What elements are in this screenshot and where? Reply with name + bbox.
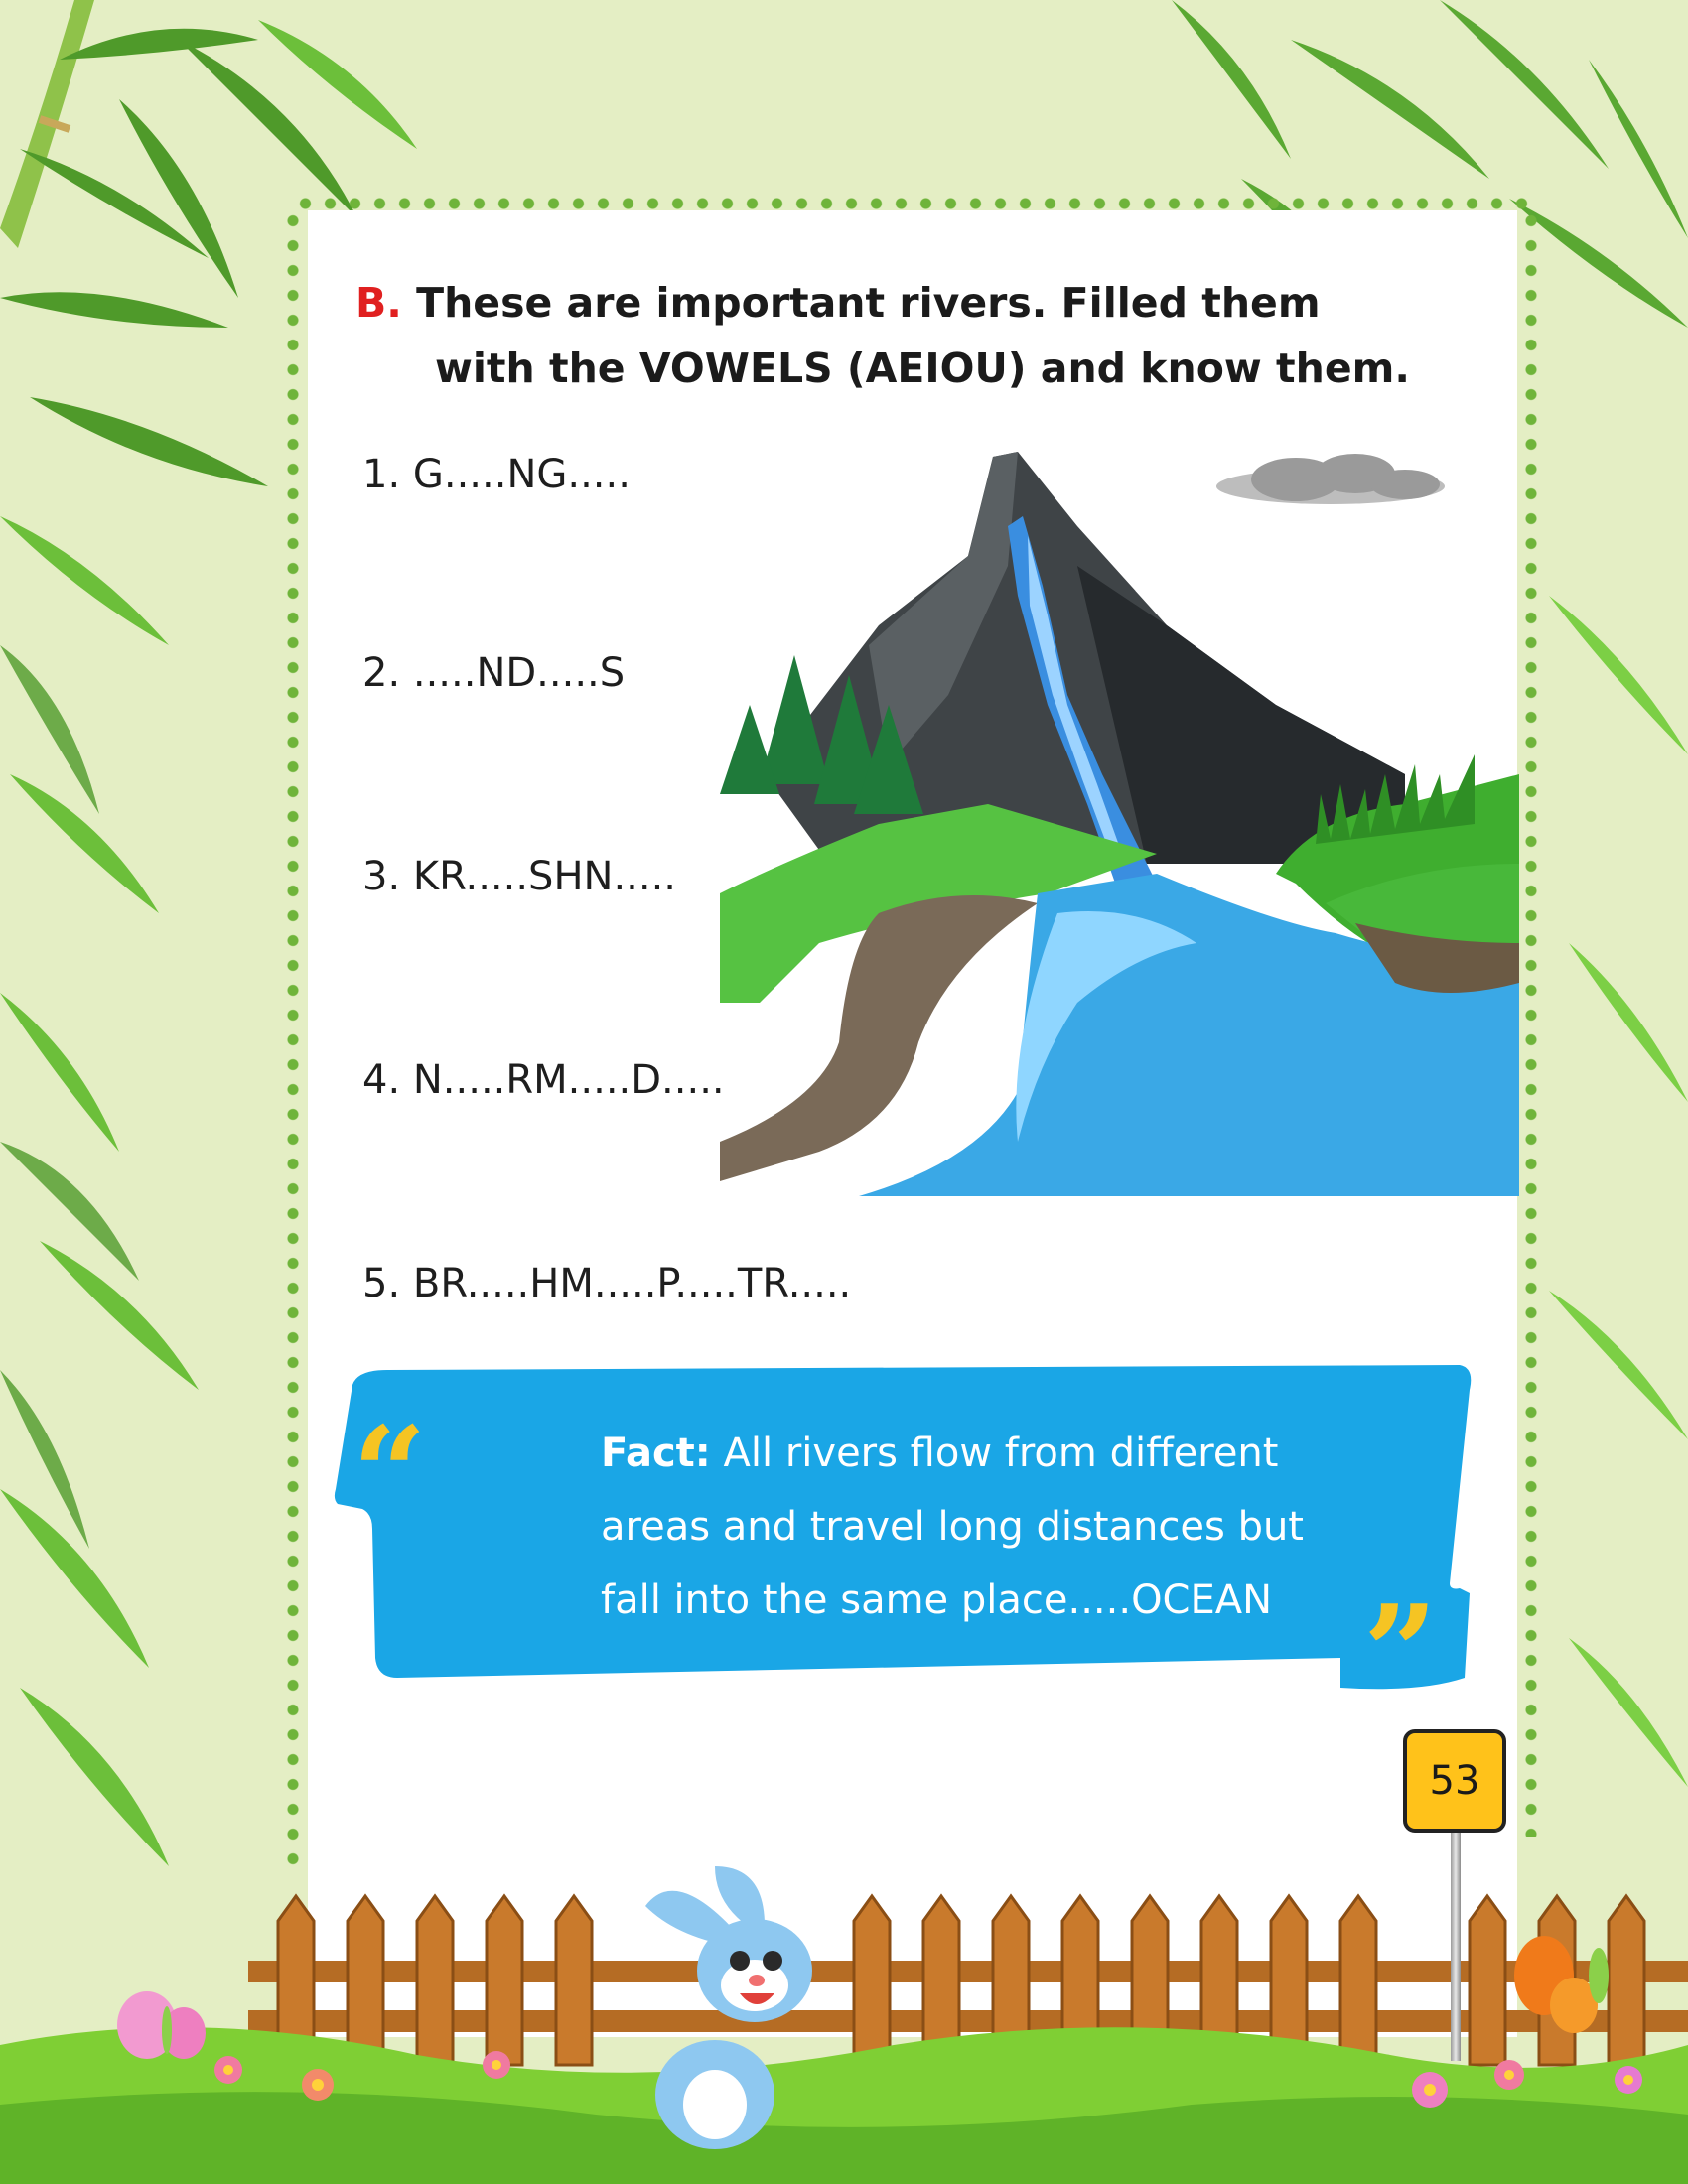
fact-line-1: All rivers flow from different [723, 1431, 1279, 1476]
river-item-4: 4. N.....RM.....D..... [362, 1057, 725, 1103]
fact-text: Fact: All rivers flow from different are… [601, 1417, 1415, 1637]
exercise-instruction: B. These are important rivers. Filled th… [355, 270, 1497, 401]
fact-label: Fact: [601, 1431, 711, 1476]
butterfly-icon [1514, 1936, 1609, 2033]
bunny-icon [645, 1866, 812, 2149]
sign-pole [1451, 1833, 1461, 2061]
fence-icon [248, 1893, 1688, 2067]
fact-bubble [334, 1365, 1472, 1690]
open-quote-mark: “ [352, 1398, 427, 1550]
mountain-waterfall-illustration [720, 452, 1519, 1196]
close-quote-mark: ” [1363, 1576, 1438, 1728]
river-item-5: 5. BR.....HM.....P.....TR..... [362, 1261, 852, 1306]
page-number-sign: 53 [1403, 1729, 1506, 1833]
page-number: 53 [1429, 1758, 1480, 1804]
instruction-line-2: with the VOWELS (AEIOU) and know them. [435, 344, 1410, 392]
flower-icon [214, 2051, 1642, 2108]
dotted-border-right [1519, 208, 1543, 1837]
pine-tree-icon [720, 655, 923, 814]
butterfly-icon [117, 1991, 206, 2059]
dotted-border-left [281, 208, 305, 1876]
dotted-border-top [293, 194, 1534, 213]
cloud-icon [1216, 454, 1445, 504]
footer-decoration [0, 1866, 1688, 2184]
river-item-2: 2. .....ND.....S [362, 650, 626, 696]
instruction-line-1: These are important rivers. Filled them [416, 279, 1321, 327]
fact-line-3: fall into the same place.....OCEAN [601, 1577, 1273, 1623]
river-item-1: 1. G.....NG..... [362, 452, 631, 497]
fact-line-2: areas and travel long distances but [601, 1504, 1304, 1550]
exercise-letter: B. [355, 279, 402, 327]
river-item-3: 3. KR.....SHN..... [362, 854, 677, 899]
